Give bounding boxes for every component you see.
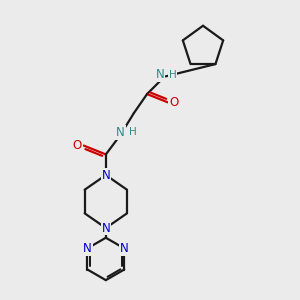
Text: H: H: [129, 127, 137, 137]
Text: N: N: [101, 221, 110, 235]
Text: O: O: [73, 139, 82, 152]
Text: H: H: [169, 70, 176, 80]
Text: N: N: [101, 169, 110, 182]
Text: N: N: [116, 126, 125, 139]
Text: N: N: [120, 242, 129, 255]
Text: O: O: [169, 96, 178, 109]
Text: N: N: [83, 242, 92, 255]
Text: N: N: [156, 68, 165, 81]
